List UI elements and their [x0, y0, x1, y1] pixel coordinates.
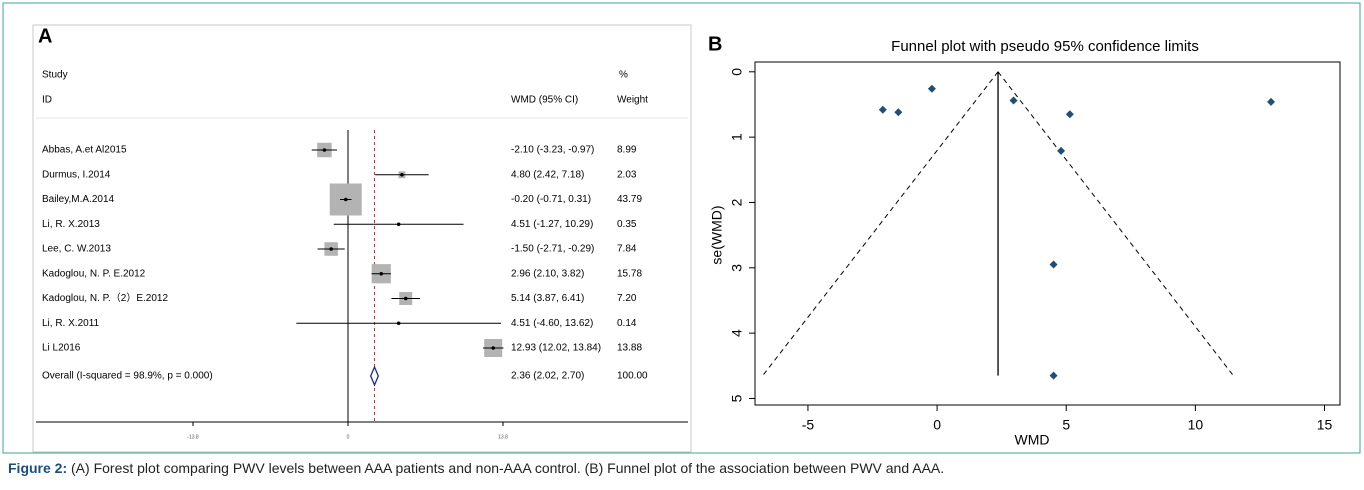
ci-label: -2.10 (-3.23, -0.97)	[511, 145, 594, 156]
lower-limit	[762, 71, 999, 376]
point-estimate	[403, 296, 408, 301]
study-name: Li L2016	[42, 343, 81, 354]
header: %	[619, 70, 628, 81]
weight-label: 0.14	[617, 318, 637, 329]
study-point	[1057, 146, 1066, 155]
ci-label: 4.51 (-1.27, 10.29)	[511, 219, 593, 230]
study-name: Li, R. X.2011	[42, 318, 100, 329]
study-name: Li, R. X.2013	[42, 219, 100, 230]
figure: A Study ID WMD (95% CI)% Weight -13.8 0 13.8 Abb…	[2, 2, 1361, 454]
weight-label: 100.00	[617, 371, 648, 382]
study-name: Kadoglou, N. P.（2）E.2012	[42, 292, 168, 304]
ci-label: 2.96 (2.10, 3.82)	[511, 268, 584, 279]
x-tick-label: 5	[1062, 417, 1070, 433]
x-tick-label: 15	[1317, 417, 1333, 433]
ci-label: 5.14 (3.87, 6.41)	[511, 293, 584, 304]
weight-label: 0.35	[617, 219, 637, 230]
y-tick-label: 0	[729, 68, 745, 76]
y-tick-label: 3	[729, 264, 745, 272]
ci-label: 4.51 (-4.60, 13.62)	[511, 318, 593, 329]
ci-label: 12.93 (12.02, 13.84)	[511, 343, 601, 354]
chart-title: Funnel plot with pseudo 95% confidence l…	[891, 38, 1199, 55]
study-point	[1049, 260, 1058, 269]
caption: Figure 2: (A) Forest plot comparing PWV …	[8, 460, 1358, 476]
point-estimate	[379, 271, 384, 276]
weight-label: 2.03	[617, 169, 637, 180]
header: Weight	[617, 95, 648, 106]
header: ID	[42, 95, 52, 106]
overall-name: Overall (I-squared = 98.9%, p = 0.000)	[42, 371, 213, 382]
study-name: Kadoglou, N. P. E.2012	[42, 268, 146, 279]
ci-label: 4.80 (2.42, 7.18)	[511, 169, 584, 180]
weight-label: 8.99	[617, 145, 637, 156]
weight-label: 13.88	[617, 343, 642, 354]
study-name: Lee, C. W.2013	[42, 244, 111, 255]
point-estimate	[396, 321, 401, 326]
ci-label: -0.20 (-0.71, 0.31)	[511, 194, 591, 205]
study-name: Bailey,M.A.2014	[42, 194, 115, 205]
point-estimate	[322, 148, 327, 152]
y-tick-label: 1	[729, 133, 745, 141]
caption-label: Figure 2:	[8, 460, 68, 476]
x-tick-label: 10	[1188, 417, 1204, 433]
y-tick-label: 5	[729, 394, 745, 402]
x-axis-label: WMD	[1015, 432, 1050, 448]
weight-label: 15.78	[617, 268, 642, 279]
study-name: Durmus, I.2014	[42, 169, 111, 180]
weight-label: 7.84	[617, 244, 637, 255]
x-tick-label: -13.8	[187, 434, 199, 440]
study-point	[1049, 371, 1058, 380]
x-tick-label: -5	[802, 417, 815, 433]
study-point	[1267, 97, 1276, 106]
y-tick-label: 4	[729, 329, 745, 337]
funnel-frame	[754, 61, 1341, 406]
point-estimate	[343, 197, 348, 202]
weight-label: 7.20	[617, 293, 637, 304]
header: WMD (95% CI)	[511, 95, 578, 106]
ci-label: -1.50 (-2.71, -0.29)	[511, 244, 594, 255]
figure-border	[2, 2, 1361, 454]
x-tick-label: 0	[347, 434, 350, 440]
ci-label: 2.36 (2.02, 2.70)	[511, 371, 584, 382]
study-point	[1065, 110, 1074, 119]
study-name: Abbas, A.et Al2015	[42, 145, 127, 156]
header: Study	[42, 70, 68, 81]
study-point	[1009, 96, 1018, 105]
panel-letter: A	[38, 25, 52, 47]
upper-limit	[997, 71, 1234, 376]
point-estimate	[396, 222, 401, 227]
forest-frame	[32, 24, 692, 453]
point-estimate	[491, 346, 496, 350]
study-point	[878, 105, 887, 114]
y-axis-label: se(WMD)	[709, 205, 725, 264]
overall-diamond	[369, 365, 380, 387]
study-point	[927, 84, 936, 93]
x-tick-label: 0	[933, 417, 941, 433]
panel-letter: B	[708, 33, 722, 55]
y-tick-label: 2	[729, 198, 745, 206]
point-estimate	[329, 247, 333, 251]
study-point	[894, 108, 903, 117]
caption-text: (A) Forest plot comparing PWV levels bet…	[67, 460, 945, 476]
x-tick-label: 13.8	[498, 434, 508, 440]
point-estimate	[400, 172, 404, 177]
weight-label: 43.79	[617, 194, 642, 205]
